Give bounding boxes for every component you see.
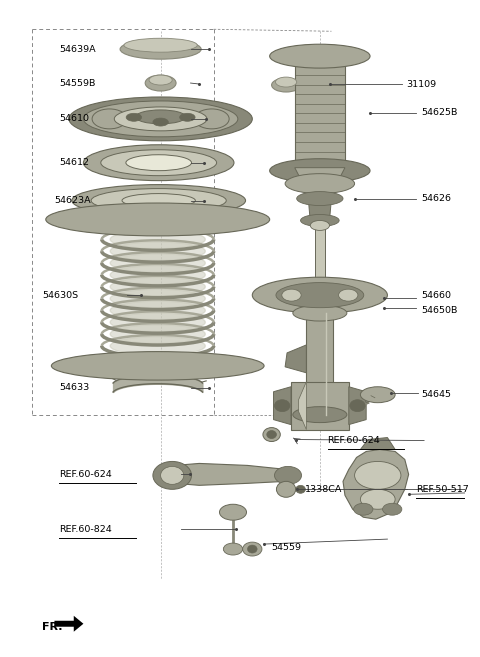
Ellipse shape xyxy=(276,77,297,87)
Ellipse shape xyxy=(46,203,270,236)
Ellipse shape xyxy=(122,194,195,208)
Ellipse shape xyxy=(293,407,347,422)
Bar xyxy=(315,225,324,295)
Ellipse shape xyxy=(92,109,127,129)
Polygon shape xyxy=(110,230,205,249)
Ellipse shape xyxy=(310,221,329,231)
Ellipse shape xyxy=(383,503,402,515)
Ellipse shape xyxy=(153,118,168,126)
Ellipse shape xyxy=(126,155,192,171)
Ellipse shape xyxy=(180,113,195,122)
Text: 54660: 54660 xyxy=(421,290,451,300)
Ellipse shape xyxy=(153,461,192,489)
Polygon shape xyxy=(110,336,205,355)
Ellipse shape xyxy=(120,39,201,59)
Polygon shape xyxy=(110,289,205,308)
Polygon shape xyxy=(285,345,306,373)
Polygon shape xyxy=(295,168,345,183)
Text: 54559B: 54559B xyxy=(60,79,96,87)
Ellipse shape xyxy=(243,542,262,556)
Text: 54612: 54612 xyxy=(60,158,89,167)
Polygon shape xyxy=(295,56,345,171)
Text: REF.60-624: REF.60-624 xyxy=(60,470,112,479)
Ellipse shape xyxy=(267,430,276,438)
Ellipse shape xyxy=(126,113,142,122)
Text: 54633: 54633 xyxy=(60,383,90,392)
Polygon shape xyxy=(110,277,205,296)
Text: REF.60-624: REF.60-624 xyxy=(327,436,380,445)
Ellipse shape xyxy=(91,189,226,212)
Ellipse shape xyxy=(300,214,339,227)
Ellipse shape xyxy=(338,289,358,301)
Polygon shape xyxy=(274,387,291,424)
Polygon shape xyxy=(110,325,205,344)
Ellipse shape xyxy=(275,399,290,412)
Ellipse shape xyxy=(360,387,395,403)
Polygon shape xyxy=(308,198,331,221)
Text: 54645: 54645 xyxy=(421,390,451,399)
Polygon shape xyxy=(110,242,205,261)
Text: 54626: 54626 xyxy=(421,194,451,203)
Ellipse shape xyxy=(354,503,373,515)
Polygon shape xyxy=(302,183,337,198)
Ellipse shape xyxy=(101,150,216,175)
Ellipse shape xyxy=(355,461,401,489)
Ellipse shape xyxy=(84,101,238,137)
Bar xyxy=(306,313,334,415)
Text: REF.50-517: REF.50-517 xyxy=(416,485,469,494)
Ellipse shape xyxy=(114,107,207,131)
Ellipse shape xyxy=(360,489,395,509)
Ellipse shape xyxy=(161,466,184,484)
Text: 54650B: 54650B xyxy=(421,306,457,315)
Ellipse shape xyxy=(124,38,197,52)
Ellipse shape xyxy=(285,173,355,194)
Ellipse shape xyxy=(72,185,246,216)
Text: REF.60-824: REF.60-824 xyxy=(60,525,112,533)
Text: 54625B: 54625B xyxy=(421,108,457,118)
Polygon shape xyxy=(349,387,366,424)
Ellipse shape xyxy=(194,109,229,129)
Polygon shape xyxy=(110,265,205,284)
Polygon shape xyxy=(170,463,288,486)
Polygon shape xyxy=(110,313,205,332)
Ellipse shape xyxy=(252,277,387,313)
Ellipse shape xyxy=(263,428,280,442)
Polygon shape xyxy=(299,382,306,430)
Text: 54559: 54559 xyxy=(272,543,301,552)
Ellipse shape xyxy=(350,399,365,412)
Ellipse shape xyxy=(275,466,301,484)
Text: 1338CA: 1338CA xyxy=(305,485,343,494)
Ellipse shape xyxy=(69,97,252,141)
Ellipse shape xyxy=(135,110,186,124)
Ellipse shape xyxy=(272,78,300,92)
Text: FR.: FR. xyxy=(42,622,62,632)
Polygon shape xyxy=(291,382,349,430)
Polygon shape xyxy=(110,254,205,273)
Polygon shape xyxy=(110,301,205,320)
Ellipse shape xyxy=(145,75,176,91)
Ellipse shape xyxy=(270,159,370,183)
Ellipse shape xyxy=(297,192,343,206)
Ellipse shape xyxy=(248,545,257,553)
Text: 54623A: 54623A xyxy=(54,196,91,205)
Text: 54639A: 54639A xyxy=(60,45,96,54)
Ellipse shape xyxy=(149,75,172,85)
Ellipse shape xyxy=(270,44,370,68)
Polygon shape xyxy=(360,438,395,449)
Text: 54610: 54610 xyxy=(60,114,89,124)
Ellipse shape xyxy=(276,482,296,497)
Polygon shape xyxy=(54,616,84,632)
Text: 54630S: 54630S xyxy=(42,290,78,300)
Ellipse shape xyxy=(84,145,234,181)
Ellipse shape xyxy=(276,283,364,307)
Ellipse shape xyxy=(51,351,264,380)
Polygon shape xyxy=(343,449,408,519)
Ellipse shape xyxy=(282,289,301,301)
Ellipse shape xyxy=(293,305,347,321)
Ellipse shape xyxy=(219,505,247,520)
Ellipse shape xyxy=(296,486,305,493)
Ellipse shape xyxy=(223,543,243,555)
Text: 31109: 31109 xyxy=(407,79,437,89)
